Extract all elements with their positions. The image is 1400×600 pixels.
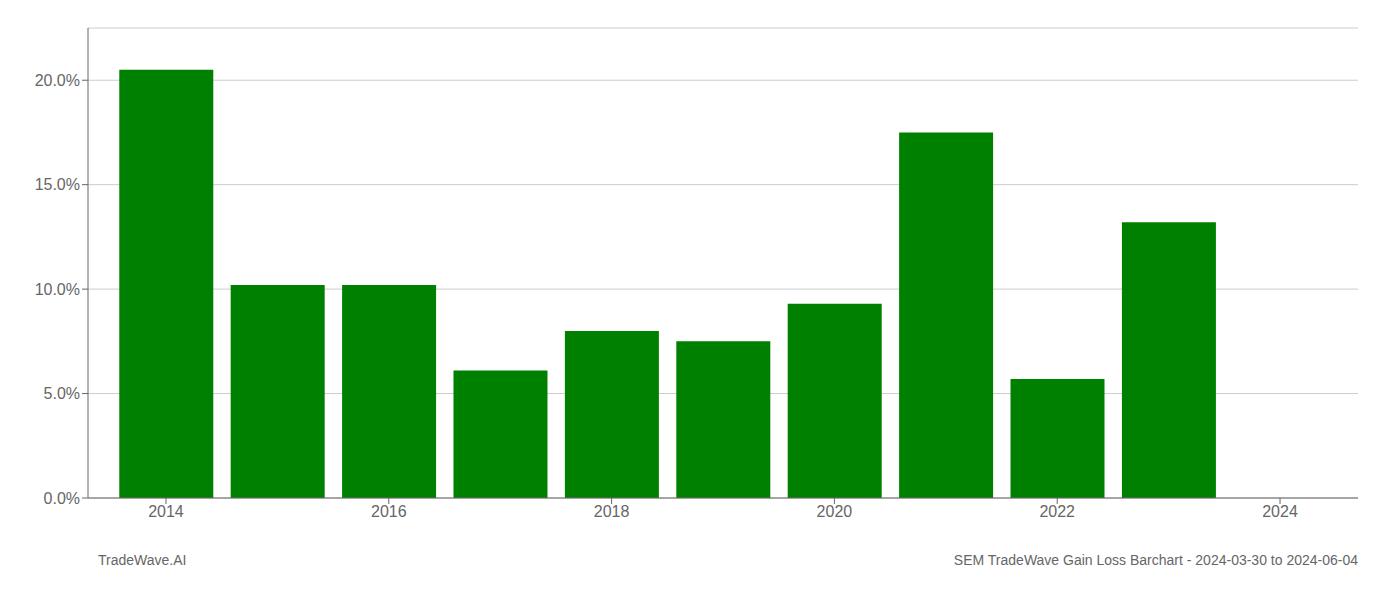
svg-text:15.0%: 15.0% [35, 176, 80, 193]
svg-text:2018: 2018 [594, 503, 630, 520]
svg-text:2022: 2022 [1039, 503, 1075, 520]
svg-text:0.0%: 0.0% [44, 490, 80, 507]
svg-text:2016: 2016 [371, 503, 407, 520]
html-text:SEM TradeWave Gain Loss Barcha: SEM TradeWave Gain Loss Barchart - 2024-… [953, 552, 1358, 568]
html-text:TradeWave.AI: TradeWave.AI [98, 552, 187, 568]
svg-text:2014: 2014 [148, 503, 184, 520]
svg-text:10.0%: 10.0% [35, 281, 80, 298]
svg-text:2020: 2020 [817, 503, 853, 520]
svg-text:5.0%: 5.0% [44, 385, 80, 402]
svg-text:20.0%: 20.0% [35, 72, 80, 89]
svg-text:2024: 2024 [1262, 503, 1298, 520]
